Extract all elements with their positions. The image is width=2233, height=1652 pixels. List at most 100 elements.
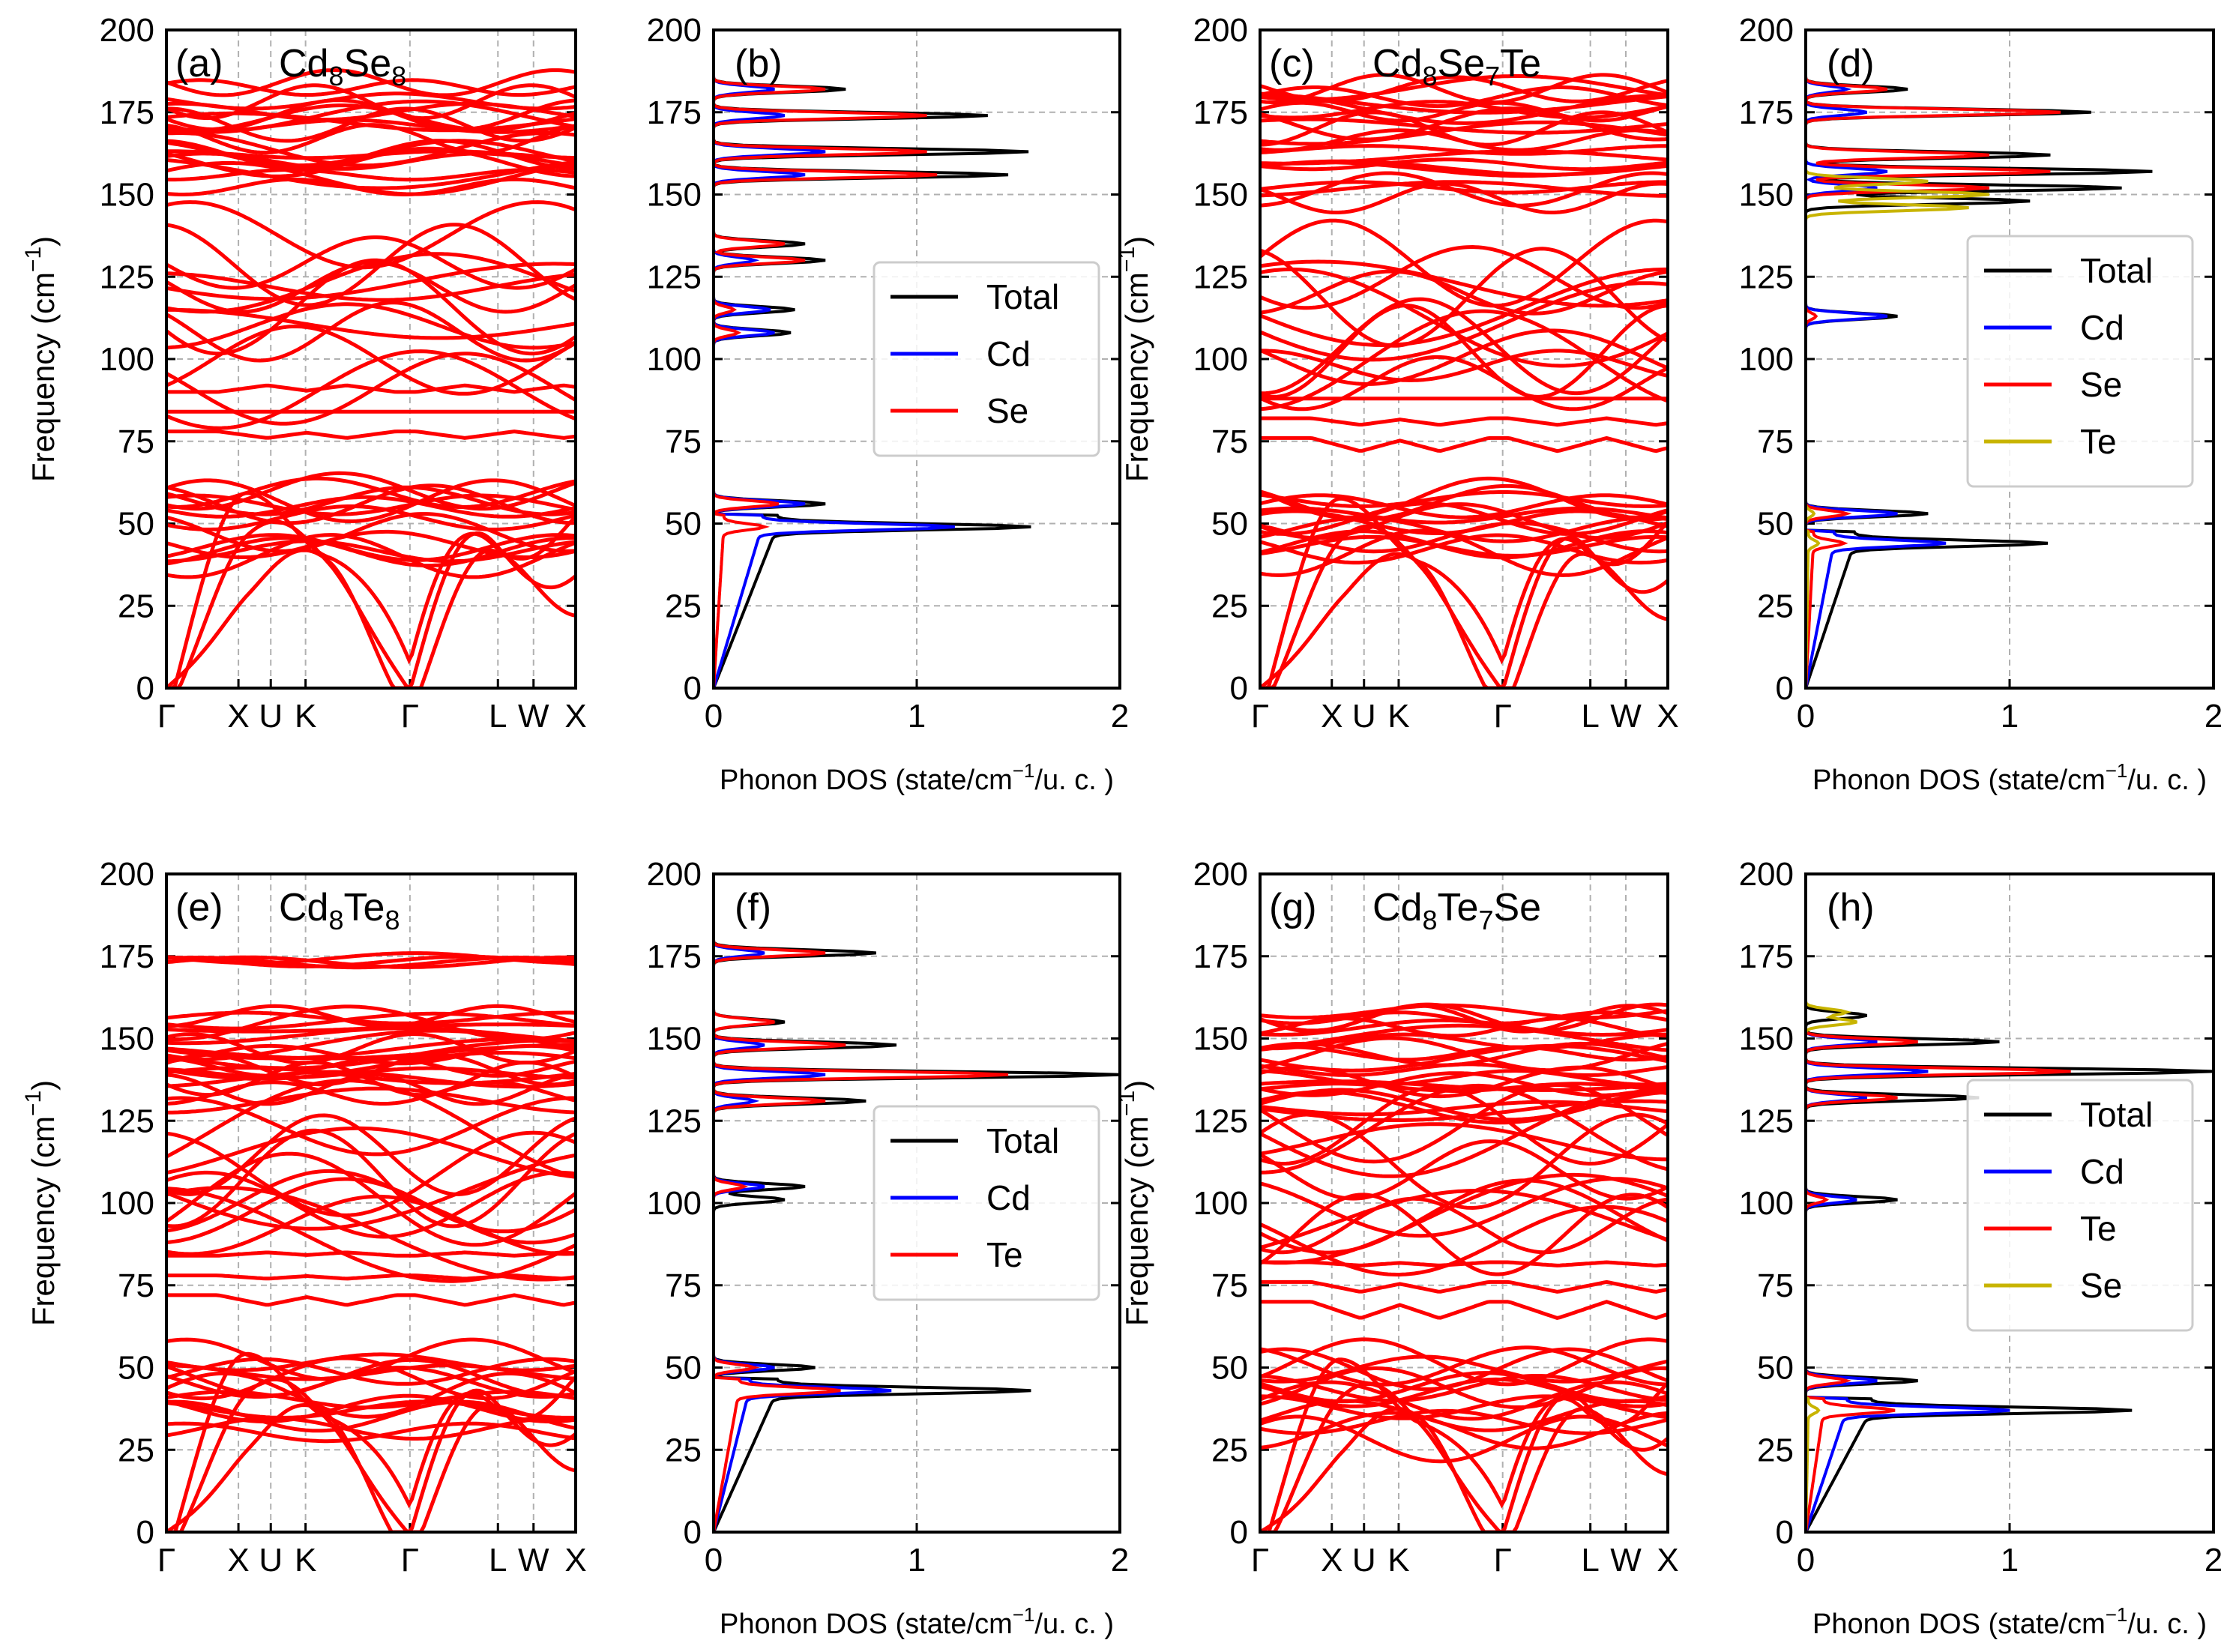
y-label-end: ) [1119,1080,1154,1091]
mid-branch [1260,1177,1668,1238]
optical-branch [166,111,576,133]
x-tick-label: X [1321,1542,1342,1579]
optical-branch [1260,117,1668,135]
dos-series-te [714,874,1009,1532]
title-part: Cd [1372,42,1422,85]
folded-branch [166,1250,576,1258]
mid-branch [166,349,576,430]
y-tick-label: 200 [1739,856,1794,893]
optical-branch [1260,1023,1668,1052]
y-label-sup: −1 [1115,1091,1139,1116]
y-tick-label: 25 [118,1432,154,1468]
low-branch [166,1357,576,1386]
y-tick-label: 50 [118,506,154,543]
mid-branch [166,1126,576,1179]
optical-branch [166,177,576,196]
title-part: 8 [328,61,343,91]
y-tick-label: 100 [647,341,702,378]
optical-branch [1260,1071,1668,1097]
mid-branch [1260,328,1668,386]
y-tick-label: 150 [1193,1021,1248,1058]
y-tick-label: 100 [1193,1185,1248,1222]
y-tick-label: 75 [118,1267,154,1304]
acoustic-branch [1260,496,1668,688]
optical-branch [166,1086,576,1115]
band-lines [1260,1002,1668,1532]
y-label-main: Frequency (cm [25,1116,61,1326]
x-tick-label: W [1610,698,1642,735]
legend-box [1966,1079,2194,1332]
panel-label: (g) [1269,886,1317,929]
top-branch [166,951,576,965]
x-tick-label: X [1321,698,1342,735]
y-tick-label: 175 [1193,938,1248,975]
title-part: Cd [1372,886,1422,929]
y-tick-label: 125 [647,1103,702,1139]
optical-branch [1260,1041,1668,1067]
low-branch [166,1399,576,1420]
x-tick-label: W [1610,1542,1642,1579]
mid-branch [166,252,576,314]
x-tick-label: 2 [2205,698,2223,735]
title-part: 7 [1485,61,1500,91]
low-branch [1260,529,1668,560]
y-label-sup: −1 [1115,247,1139,272]
mid-branch [1260,267,1668,348]
legend-label: Te [2080,422,2117,461]
low-branch [166,1366,576,1399]
title-part: 8 [328,905,343,935]
optical-branch [1260,74,1668,102]
x-axis-label: Phonon DOS (state/cm−1/u. c. ) [1812,1603,2207,1640]
y-tick-label: 125 [100,1103,154,1139]
low-branch [166,1352,576,1372]
low-branch [166,1416,576,1441]
x-tick-label: Γ [1251,698,1269,735]
folded-branch [1260,1300,1668,1320]
x-axis-label: Phonon DOS (state/cm−1/u. c. ) [1812,759,2207,796]
mid-branch [1260,281,1668,362]
optical-branch [1260,181,1668,214]
panel-title: Cd8Se7Te [1372,42,1541,91]
optical-branch [166,1010,576,1025]
legend-label: Se [986,391,1028,430]
optical-branch [1260,160,1668,178]
optical-branch [166,168,576,182]
legend-label: Se [2080,1266,2122,1305]
optical-branch [1260,120,1668,146]
low-branch [1260,493,1668,519]
dos-label-end: /u. c. ) [1034,1609,1114,1640]
optical-branch [166,106,576,143]
y-tick-label: 0 [1776,670,1794,707]
title-part: Se [1438,42,1486,85]
axes-frame [1804,872,2215,1534]
y-tick-label: 75 [1211,423,1248,460]
mid-branch [166,235,576,290]
mid-branch [166,1113,576,1196]
optical-branch [1260,1043,1668,1073]
dos-panel-h: 0 25 50 75 100 125 150 175 200 0 1 2 (h) Total Cd Te Se P… [1739,856,2223,1640]
x-tick-label: 0 [1797,1542,1815,1579]
y-tick-label: 75 [1757,1267,1794,1304]
folded-branch [1260,1279,1668,1294]
x-tick-label: W [518,698,549,735]
y-label-sup: −1 [21,1091,46,1116]
y-tick-label: 0 [684,1514,702,1551]
y-tick-label: 125 [100,259,154,295]
low-branch [166,512,576,553]
y-tick-label: 25 [1211,588,1248,624]
title-part: Se [344,42,392,85]
y-tick-label: 200 [647,12,702,49]
mid-branch [166,1187,576,1283]
dos-lines [1806,30,2153,688]
dos-series-total [1806,874,2214,1532]
axes-frame [1804,28,2215,690]
y-tick-label: 75 [1757,423,1794,460]
x-tick-label: U [259,698,283,735]
y-label-main: Frequency (cm [25,272,61,482]
mid-branch [1260,1196,1668,1255]
y-tick-label: 25 [665,1432,702,1468]
mid-branch [1260,244,1668,310]
